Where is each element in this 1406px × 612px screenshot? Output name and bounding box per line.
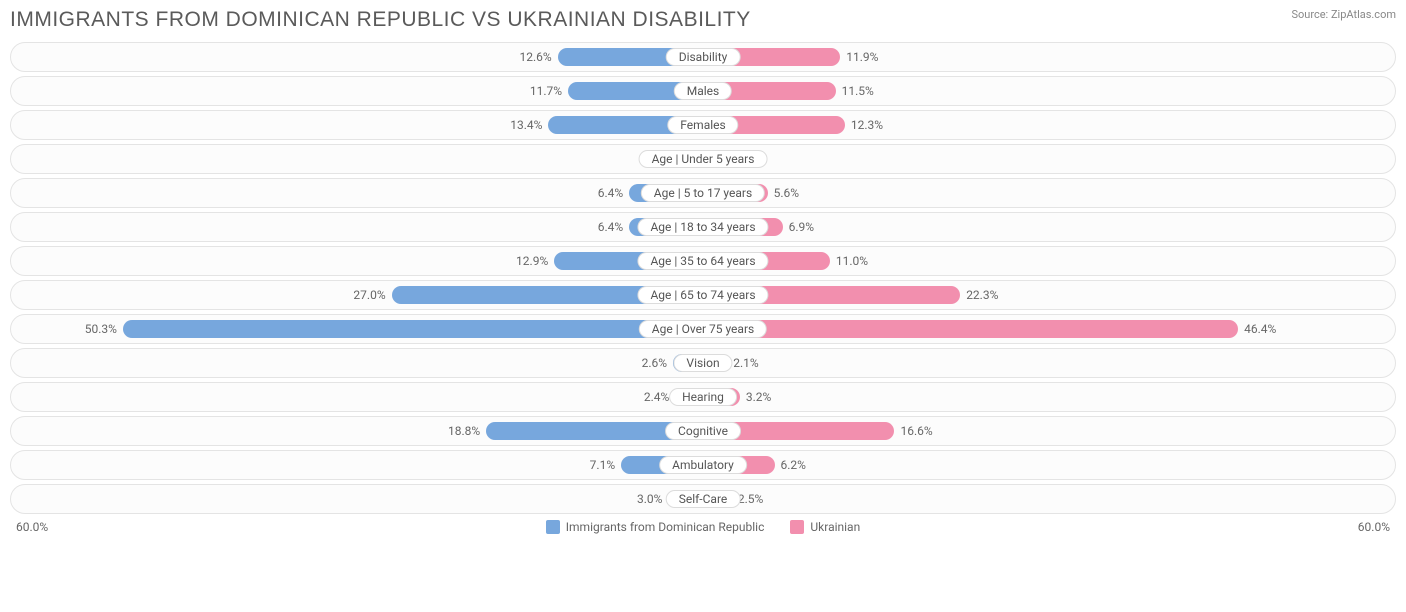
bar-value-right: 6.2% — [781, 458, 806, 472]
butterfly-chart: 12.6% 11.9% Disability 11.7% 11.5% Males 13.4%… — [10, 42, 1396, 514]
category-pill: Cognitive — [665, 422, 741, 440]
category-pill: Males — [674, 82, 732, 100]
legend-label-right: Ukrainian — [810, 520, 860, 534]
bar-value-left: 6.4% — [598, 186, 623, 200]
legend-label-left: Immigrants from Dominican Republic — [566, 520, 765, 534]
chart-row: 11.7% 11.5% Males — [10, 76, 1396, 106]
bar-value-left: 2.6% — [642, 356, 667, 370]
chart-row: 1.1%1.3%Age | Under 5 years — [10, 144, 1396, 174]
category-pill: Age | 18 to 34 years — [637, 218, 768, 236]
bar-value-right: 11.5% — [842, 84, 874, 98]
bar-value-right: 5.6% — [774, 186, 799, 200]
category-pill: Self-Care — [666, 490, 741, 508]
bar-value-right: 12.3% — [851, 118, 883, 132]
bar-value-left: 2.4% — [644, 390, 669, 404]
chart-title: IMMIGRANTS FROM DOMINICAN REPUBLIC VS UK… — [10, 8, 751, 32]
category-pill: Age | Under 5 years — [639, 150, 768, 168]
legend-swatch-left — [546, 520, 560, 534]
legend-swatch-right — [790, 520, 804, 534]
chart-header: IMMIGRANTS FROM DOMINICAN REPUBLIC VS UK… — [10, 8, 1396, 32]
axis-max-right: 60.0% — [1358, 520, 1390, 534]
bar-value-right: 3.2% — [746, 390, 771, 404]
legend-center: Immigrants from Dominican Republic Ukrai… — [546, 520, 860, 534]
chart-row: 3.0% 2.5%Self-Care — [10, 484, 1396, 514]
bar-value-left: 6.4% — [598, 220, 623, 234]
chart-row: 50.3% 46.4% Age | Over 75 years — [10, 314, 1396, 344]
chart-row: 6.4% 5.6% Age | 5 to 17 years — [10, 178, 1396, 208]
category-pill: Disability — [666, 48, 741, 66]
category-pill: Ambulatory — [659, 456, 747, 474]
chart-row: 7.1% 6.2% Ambulatory — [10, 450, 1396, 480]
bar-value-right: 11.9% — [846, 50, 878, 64]
bar-value-right: 2.5% — [738, 492, 763, 506]
chart-row: 18.8% 16.6% Cognitive — [10, 416, 1396, 446]
bar-value-right: 16.6% — [900, 424, 932, 438]
category-pill: Vision — [673, 354, 732, 372]
bar-value-right: 11.0% — [836, 254, 868, 268]
bar-value-left: 27.0% — [353, 288, 385, 302]
chart-row: 13.4% 12.3% Females — [10, 110, 1396, 140]
category-pill: Age | 65 to 74 years — [637, 286, 768, 304]
bar-value-left: 11.7% — [530, 84, 562, 98]
chart-source: Source: ZipAtlas.com — [1291, 8, 1396, 21]
chart-row: 27.0% 22.3% Age | 65 to 74 years — [10, 280, 1396, 310]
axis-max-left: 60.0% — [16, 520, 48, 534]
bar-value-right: 6.9% — [789, 220, 814, 234]
bar-value-right: 2.1% — [733, 356, 758, 370]
chart-row: 12.9% 11.0% Age | 35 to 64 years — [10, 246, 1396, 276]
bar-value-left: 18.8% — [448, 424, 480, 438]
bar-value-left: 12.6% — [520, 50, 552, 64]
bar-left — [123, 320, 703, 338]
category-pill: Age | Over 75 years — [639, 320, 767, 338]
chart-row: 2.4% 3.2% Hearing — [10, 382, 1396, 412]
bar-value-right: 22.3% — [966, 288, 998, 302]
legend-item-left: Immigrants from Dominican Republic — [546, 520, 765, 534]
category-pill: Hearing — [669, 388, 737, 406]
chart-row: 6.4% 6.9% Age | 18 to 34 years — [10, 212, 1396, 242]
bar-value-left: 12.9% — [516, 254, 548, 268]
bar-right — [703, 320, 1238, 338]
bar-value-left: 3.0% — [637, 492, 662, 506]
category-pill: Age | 35 to 64 years — [637, 252, 768, 270]
bar-value-right: 46.4% — [1244, 322, 1276, 336]
bar-value-left: 13.4% — [510, 118, 542, 132]
chart-legend: 60.0% Immigrants from Dominican Republic… — [10, 520, 1396, 534]
chart-row: 12.6% 11.9% Disability — [10, 42, 1396, 72]
chart-row: 2.6% 2.1%Vision — [10, 348, 1396, 378]
category-pill: Age | 5 to 17 years — [641, 184, 765, 202]
bar-value-left: 7.1% — [590, 458, 615, 472]
category-pill: Females — [667, 116, 738, 134]
legend-item-right: Ukrainian — [790, 520, 860, 534]
bar-value-left: 50.3% — [85, 322, 117, 336]
